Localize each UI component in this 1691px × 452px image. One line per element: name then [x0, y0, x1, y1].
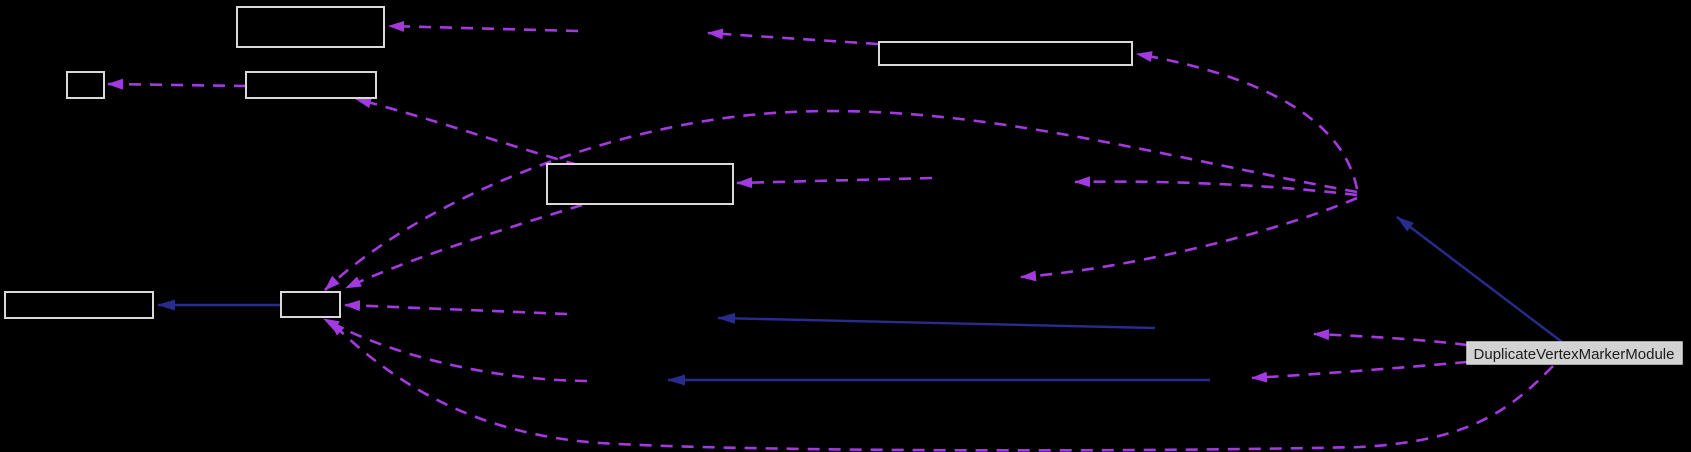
- central-class-node[interactable]: DuplicateVertexMarkerModule: [1466, 341, 1683, 365]
- usage-edge-8: [324, 109, 1358, 291]
- class-node-2[interactable]: [66, 71, 105, 99]
- usage-edge-9: [345, 203, 583, 290]
- usage-edge-6: [355, 97, 579, 167]
- class-node-4[interactable]: [878, 41, 1133, 66]
- usage-edge-1: [388, 20, 579, 33]
- usage-edge-10: [344, 300, 568, 316]
- central-class-node-label: DuplicateVertexMarkerModule: [1474, 346, 1675, 363]
- class-node-3[interactable]: [245, 71, 377, 99]
- class-nodes: [4, 6, 1133, 319]
- usage-edge-11: [323, 317, 588, 383]
- usage-edge-14: [1251, 360, 1468, 383]
- central-class-node-box[interactable]: [1466, 341, 1683, 365]
- inheritance-edge-4: [1396, 216, 1563, 343]
- class-node-6[interactable]: [4, 291, 154, 319]
- usage-edges: [107, 20, 1554, 452]
- usage-edge-3: [1136, 51, 1359, 190]
- inheritance-edge-2: [717, 312, 1156, 330]
- class-node-5[interactable]: [546, 163, 734, 205]
- class-node-1[interactable]: [236, 6, 385, 48]
- usage-edge-15: [329, 320, 1554, 452]
- usage-edge-5: [736, 176, 933, 189]
- class-node-7[interactable]: [280, 291, 341, 318]
- inheritance-edges: [157, 216, 1563, 386]
- usage-edge-4: [1074, 176, 1358, 197]
- usage-edge-2: [707, 28, 879, 46]
- usage-edge-12: [1020, 196, 1358, 282]
- usage-edge-13: [1313, 329, 1468, 347]
- usage-edge-7: [107, 78, 247, 90]
